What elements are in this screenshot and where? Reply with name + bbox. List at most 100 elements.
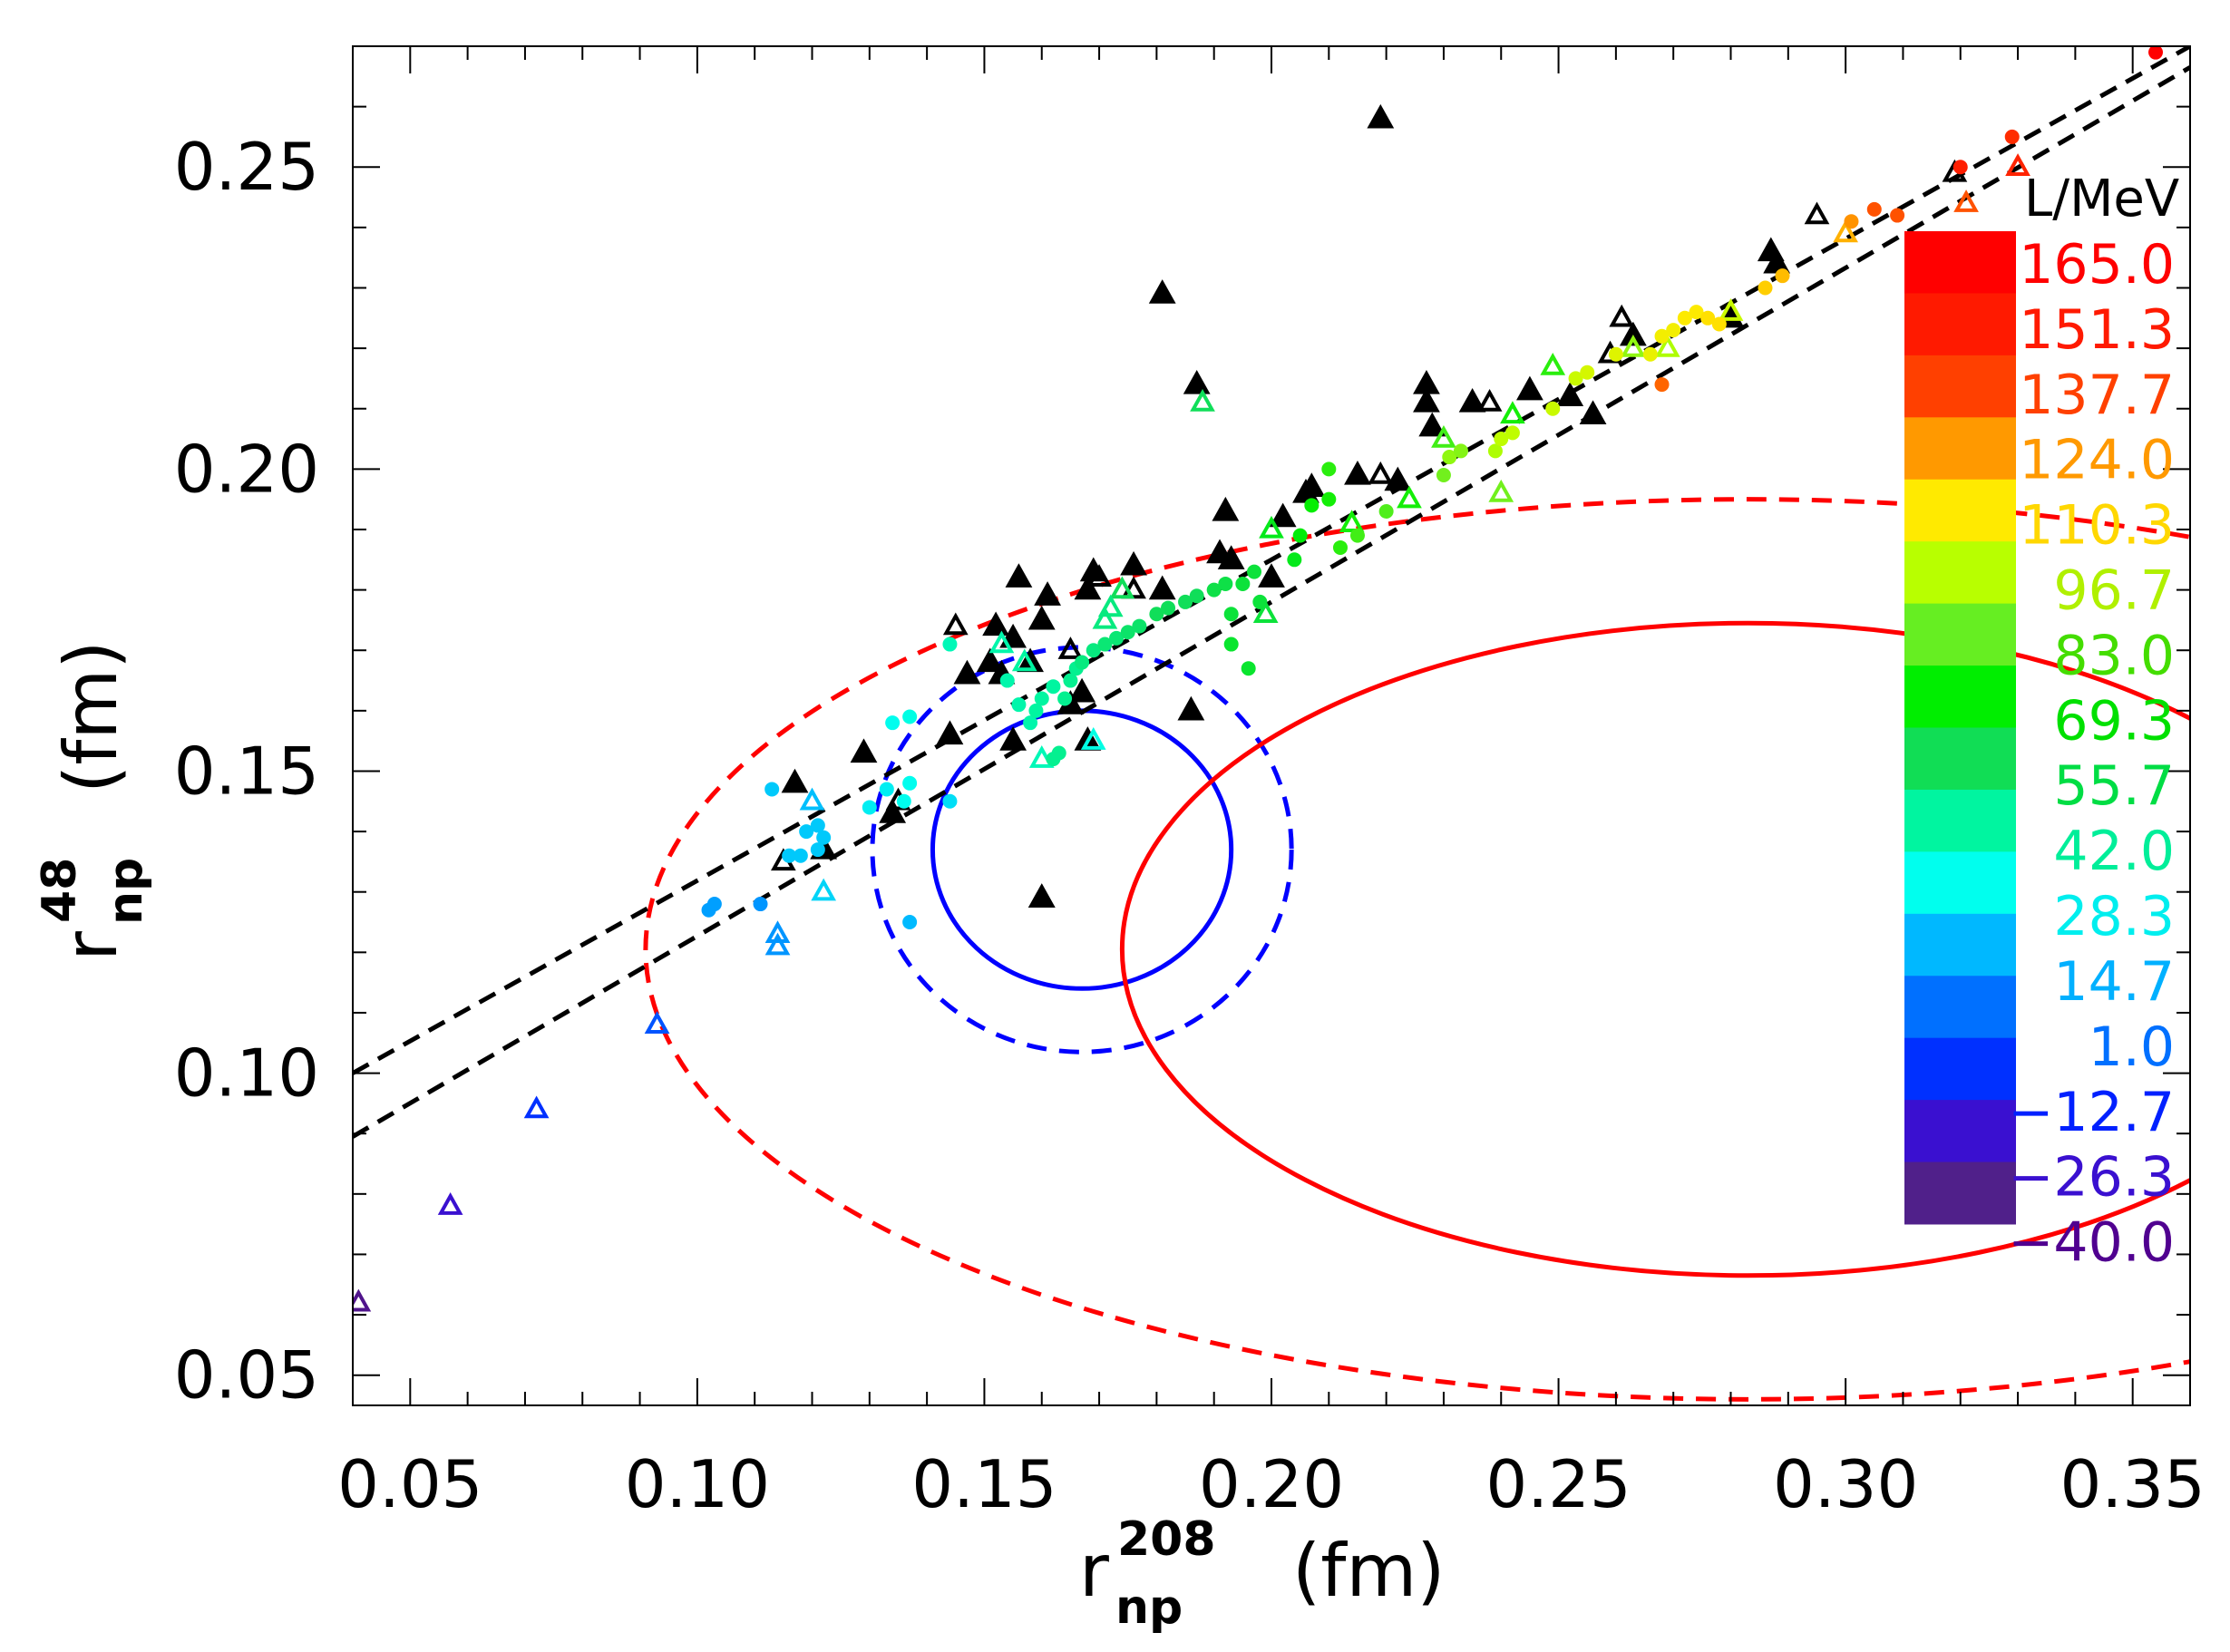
circle-point (1241, 661, 1256, 676)
circle-point (2148, 46, 2164, 60)
circle-point (1063, 673, 1078, 688)
colorbar-label: 69.3 (2053, 689, 2175, 753)
colorbar-label: 55.7 (2053, 754, 2175, 818)
circle-point (896, 793, 911, 809)
x-axis-title-base: r (1079, 1529, 1109, 1613)
open-triangle-point (1057, 637, 1084, 659)
filled-triangle-point (1367, 103, 1395, 129)
open-triangle-point (1718, 298, 1744, 321)
open-triangle-point (1339, 510, 1365, 533)
filled-triangle-point (1579, 400, 1607, 424)
filled-triangle-point (1458, 387, 1486, 413)
circle-point (1292, 528, 1308, 543)
filled-triangle-point (1148, 279, 1176, 304)
filled-triangle-point (982, 611, 1010, 637)
filled-triangle-point (1556, 382, 1584, 407)
circle-point (942, 637, 958, 652)
circle-point (816, 830, 832, 845)
circle-point (1349, 528, 1365, 543)
circle-point (885, 715, 901, 731)
circle-point (902, 915, 918, 930)
colorbar-band (1904, 789, 2016, 852)
circle-point (1689, 305, 1704, 320)
open-triangle-point (437, 1192, 463, 1215)
colorbar-label: 96.7 (2053, 559, 2175, 623)
filled-triangle-point (1269, 502, 1297, 528)
open-triangle-point (1540, 352, 1566, 375)
y-axis-title: r np 48 (fm) (33, 640, 153, 961)
circle-point (1758, 280, 1773, 296)
y-tick-label: 0.15 (174, 733, 319, 809)
colorbar-band (1904, 417, 2016, 481)
circle-point (753, 897, 768, 912)
open-triangle-point (764, 920, 791, 944)
circle-point (1023, 715, 1038, 731)
x-tick-label: 0.05 (337, 1446, 482, 1522)
circle-point (902, 775, 918, 791)
circle-point (1086, 643, 1101, 658)
y-axis-title-sup: 48 (33, 858, 87, 923)
filled-triangle-point (1148, 575, 1176, 600)
data-point-group (353, 46, 2164, 1312)
axis-ticks (352, 45, 2191, 1405)
filled-triangle-point (1413, 387, 1440, 413)
open-triangle-point (1500, 401, 1525, 424)
circle-point (1120, 625, 1135, 640)
circle-point (1436, 468, 1451, 483)
colorbar-label: 42.0 (2053, 820, 2175, 883)
red-ellipse-dashed (643, 497, 2190, 1402)
colorbar-band (1904, 851, 2016, 915)
open-triangle-point (644, 1011, 670, 1034)
circle-point (1252, 594, 1268, 609)
filled-triangle-point (1005, 563, 1033, 588)
circle-point (1775, 268, 1790, 284)
circle-point (1580, 364, 1595, 380)
open-triangle-point (1397, 485, 1422, 509)
colorbar-label: −40.0 (2008, 1211, 2175, 1275)
circle-point (1223, 637, 1239, 652)
filled-triangle-point (1183, 370, 1211, 394)
y-axis-title-sub: np (99, 858, 153, 925)
circle-point (1568, 371, 1583, 386)
circle-point (1075, 655, 1090, 670)
x-axis-title-sup: 208 (1117, 1512, 1216, 1567)
open-triangle-point (1488, 479, 1514, 502)
filled-triangle-point (1619, 321, 1647, 346)
y-axis-title-base: r (49, 931, 133, 961)
open-triangle-point (1953, 189, 1979, 212)
open-triangle-point (764, 932, 791, 956)
circle-point (1046, 679, 1061, 695)
filled-triangle-point (781, 768, 809, 793)
open-triangle-point (1476, 388, 1503, 412)
circle-point (1051, 745, 1066, 761)
circle-point (1700, 310, 1716, 326)
colorbar-band (1904, 1100, 2016, 1163)
circle-point (1034, 691, 1049, 706)
circle-point (1608, 346, 1623, 362)
open-triangle-point (353, 1288, 372, 1312)
colorbar-band (1904, 1037, 2016, 1101)
colorbar-label: 14.7 (2053, 950, 2175, 1014)
circle-point (1011, 697, 1027, 713)
colorbar-band (1904, 976, 2016, 1039)
open-triangle-point (1431, 424, 1456, 448)
open-triangle-point (1092, 606, 1118, 629)
filled-triangle-point (936, 720, 964, 745)
circle-point (1666, 323, 1681, 338)
colorbar-label: 110.3 (2019, 494, 2175, 558)
y-tick-label: 0.20 (174, 431, 319, 507)
filled-triangle-point (1217, 545, 1245, 569)
colorbar-label: 124.0 (2019, 429, 2175, 492)
open-triangle-point (988, 630, 1015, 654)
open-triangle-point (1259, 515, 1284, 539)
x-axis-title: r np 208 (fm) (1079, 1512, 1446, 1635)
filled-triangle-point (999, 726, 1027, 751)
circle-point (1097, 637, 1113, 652)
y-tick-label: 0.25 (174, 129, 319, 205)
open-triangle-point (1368, 461, 1394, 484)
x-tick-label: 0.20 (1199, 1446, 1344, 1522)
circle-point (1057, 691, 1073, 706)
circle-point (1161, 600, 1176, 616)
